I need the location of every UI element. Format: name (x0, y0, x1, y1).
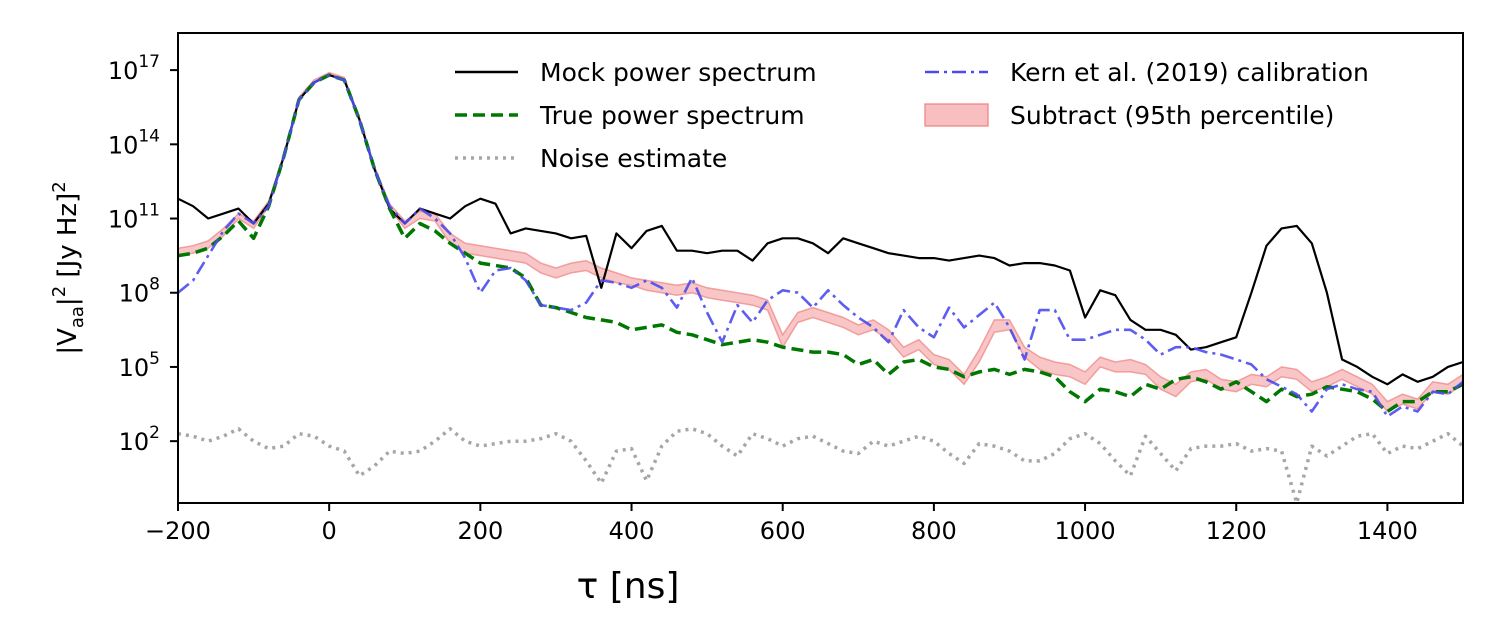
y-axis-label: |Vaa|2 [Jy Hz]2 (49, 181, 88, 354)
legend-label-mock: Mock power spectrum (540, 58, 817, 87)
x-tick-label: 400 (609, 517, 655, 545)
plot-background (178, 33, 1463, 503)
band-subtract-95th (178, 71, 1463, 413)
legend-label-subtract: Subtract (95th percentile) (1010, 101, 1334, 130)
legend-label-kern: Kern et al. (2019) calibration (1010, 58, 1369, 87)
legend-entry-kern: Kern et al. (2019) calibration (925, 58, 1369, 87)
plot-frame (177, 32, 1464, 504)
x-tick-label: −200 (145, 517, 211, 545)
legend-entry-true: True power spectrum (455, 101, 805, 130)
series-line-noise (178, 427, 1463, 503)
y-tick-label: 1011 (108, 201, 160, 234)
x-axis-label: τ [ns] (577, 566, 680, 607)
y-tick-label: 102 (119, 423, 160, 456)
x-tick-label: 1200 (1206, 517, 1267, 545)
series-line-kern (178, 73, 1463, 418)
legend-entry-noise: Noise estimate (455, 144, 727, 173)
x-tick-label: 0 (322, 517, 337, 545)
x-tick-label: 1400 (1357, 517, 1418, 545)
x-tick-label: 600 (760, 517, 806, 545)
x-axis: −200 0 200 400 600 800 1000 1200 1400 (145, 503, 1418, 545)
legend-label-noise: Noise estimate (540, 144, 727, 173)
series-line-true (178, 73, 1463, 414)
legend-swatch-subtract (924, 103, 989, 127)
x-tick-label: 1000 (1055, 517, 1116, 545)
x-tick-label: 800 (911, 517, 957, 545)
x-tick-label: 200 (457, 517, 503, 545)
legend: Mock power spectrum True power spectrum … (455, 58, 1369, 173)
legend-label-true: True power spectrum (539, 101, 805, 130)
y-tick-label: 1017 (108, 52, 160, 85)
legend-entry-mock: Mock power spectrum (455, 58, 817, 87)
y-tick-label: 108 (119, 275, 160, 308)
y-tick-label: 105 (119, 349, 160, 382)
legend-entry-subtract: Subtract (95th percentile) (924, 101, 1334, 130)
y-axis: 102 105 108 1011 1014 1017 (108, 52, 178, 456)
y-tick-label: 1014 (108, 126, 160, 159)
data-layer (178, 71, 1463, 503)
